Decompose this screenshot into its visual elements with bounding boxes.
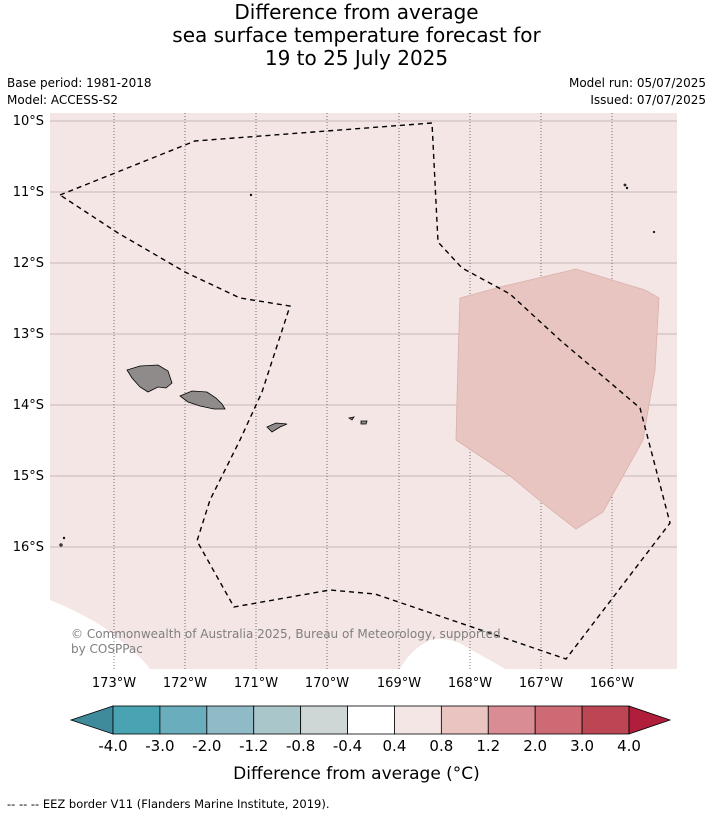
title-line-3: 19 to 25 July 2025 [264, 46, 449, 70]
base-period: Base period: 1981-2018 [7, 76, 152, 90]
colorbar-segment [159, 705, 208, 735]
lat-label: 13°S [13, 327, 44, 342]
colorbar-segment [394, 705, 442, 735]
colorbar-title: Difference from average (°C) [233, 764, 480, 784]
colorbar-segment [112, 705, 161, 735]
eez-border-tokelau-samoa [58, 122, 671, 660]
longitude-labels: 173°W 172°W 171°W 170°W 169°W 168°W 167°… [92, 676, 634, 691]
colorbar-min-extension [69, 705, 114, 735]
latitude-labels: 10°S 11°S 12°S 13°S 14°S 15°S 16°S [13, 114, 44, 555]
tau-island [360, 420, 368, 425]
samoa-islands [59, 183, 656, 547]
colorbar-segment [487, 705, 536, 735]
colorbar-segment [206, 705, 255, 735]
colorbar-segment [347, 705, 395, 735]
ocean-anomaly-background [50, 113, 677, 669]
islet [62, 536, 66, 540]
colorbar-tick-label: 1.2 [476, 737, 500, 755]
islet [59, 543, 63, 547]
upolu-island [179, 390, 226, 410]
colorbar-segment [300, 705, 348, 735]
lon-label: 170°W [305, 676, 349, 691]
colorbar-tick-label: 2.0 [523, 737, 547, 755]
copyright-line-2: by COSPPac [71, 642, 143, 656]
islet [623, 183, 627, 187]
issued-date: Issued: 07/07/2025 [590, 93, 706, 107]
colorbar-segment [534, 705, 583, 735]
eez-borders [58, 122, 671, 660]
colorbar-tick-label: -0.4 [333, 737, 362, 755]
lat-label: 16°S [13, 540, 44, 555]
colorbar-segment [253, 705, 302, 735]
model-name: Model: ACCESS-S2 [7, 93, 119, 107]
title-line-1: Difference from average [234, 0, 479, 24]
lat-label: 14°S [13, 398, 44, 413]
eez-footnote: -- -- -- EEZ border V11 (Flanders Marine… [7, 797, 330, 811]
lon-label: 167°W [519, 676, 563, 691]
lon-label: 172°W [163, 676, 207, 691]
model-run: Model run: 05/07/2025 [568, 76, 706, 90]
colorbar-segment [581, 705, 630, 735]
colorbar-segment [440, 705, 489, 735]
colorbar-tick-label: -2.0 [192, 737, 221, 755]
colorbar-tick-labels: -4.0 -3.0 -2.0 -1.2 -0.8 -0.4 0.4 0.8 1.2 2.0 3.0 4… [98, 737, 641, 755]
map-area: © Commonwealth of Australia 2025, Bureau… [50, 113, 677, 669]
lat-label: 12°S [13, 256, 44, 271]
anomaly-region-0.8-1.2 [455, 268, 660, 530]
colorbar-tick-label: 0.8 [429, 737, 453, 755]
islet [249, 193, 253, 197]
lon-label: 173°W [92, 676, 136, 691]
colorbar-tick-label: 4.0 [617, 737, 641, 755]
colorbar-tick-label: -1.2 [239, 737, 268, 755]
lat-label: 15°S [13, 469, 44, 484]
lon-label: 166°W [590, 676, 634, 691]
title-line-2: sea surface temperature forecast for [172, 23, 541, 47]
colorbar-tick-label: -3.0 [145, 737, 174, 755]
colorbar-max-extension [628, 705, 672, 735]
lat-label: 11°S [13, 185, 44, 200]
no-anomaly-region-2 [400, 639, 505, 669]
colorbar-tick-label: -4.0 [98, 737, 127, 755]
colorbar [69, 705, 672, 735]
colorbar-tick-label: 0.4 [383, 737, 407, 755]
islet [625, 186, 629, 190]
colorbar-tick-label: 3.0 [570, 737, 594, 755]
lon-label: 171°W [234, 676, 278, 691]
no-anomaly-region [50, 600, 150, 669]
lat-label: 10°S [13, 114, 44, 129]
savaii-island [126, 364, 173, 393]
colorbar-tick-label: -0.8 [286, 737, 315, 755]
ofu-island [347, 416, 355, 421]
copyright-line-1: © Commonwealth of Australia 2025, Bureau… [71, 627, 501, 641]
lon-label: 169°W [377, 676, 421, 691]
tutuila-island [266, 422, 288, 433]
islet [652, 230, 656, 234]
lon-label: 168°W [448, 676, 492, 691]
